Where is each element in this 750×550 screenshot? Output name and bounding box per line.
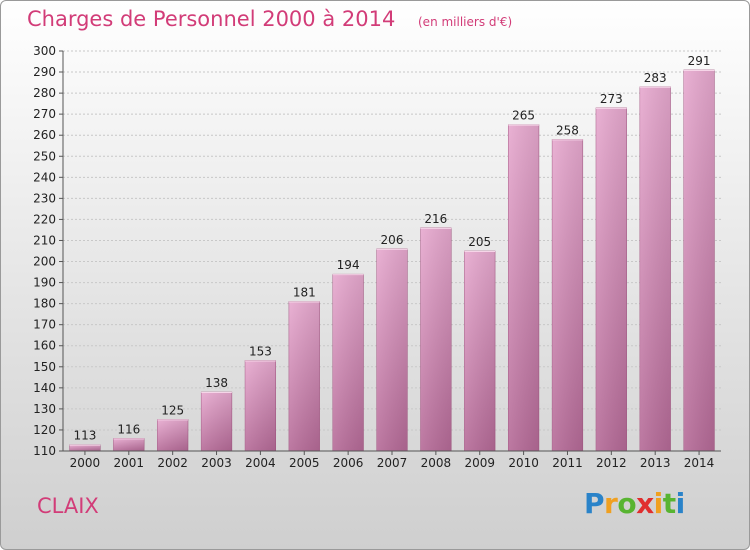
x-tick-label: 2005 — [289, 456, 320, 470]
value-label: 216 — [424, 212, 447, 226]
y-tick-label: 290 — [33, 65, 56, 79]
y-tick-label: 120 — [33, 423, 56, 437]
value-label: 153 — [249, 344, 272, 358]
y-tick-label: 180 — [33, 297, 56, 311]
x-tick-label: 2001 — [114, 456, 145, 470]
x-tick-label: 2014 — [684, 456, 715, 470]
value-label: 283 — [644, 71, 667, 85]
y-tick-label: 250 — [33, 149, 56, 163]
y-tick-label: 240 — [33, 170, 56, 184]
logo-letter: i — [653, 487, 664, 520]
chart-subtitle: (en milliers d'€) — [418, 15, 513, 29]
bar-shade — [113, 438, 145, 451]
value-label: 206 — [381, 233, 404, 247]
value-label: 291 — [688, 54, 711, 68]
axis-layer: 110 120 130 140 150 160 170 180 190 200 210 220 230 2… — [33, 44, 721, 470]
x-tick-label: 2011 — [552, 456, 583, 470]
city-name: CLAIX — [37, 494, 99, 518]
x-tick-label: 2004 — [245, 456, 276, 470]
logo-letter: i — [675, 487, 686, 520]
x-tick-label: 2006 — [333, 456, 364, 470]
x-tick-label: 2002 — [157, 456, 188, 470]
y-tick-label: 150 — [33, 360, 56, 374]
value-label: 194 — [337, 258, 360, 272]
chart-title: Charges de Personnel 2000 à 2014 — [27, 7, 396, 31]
value-label: 125 — [161, 403, 184, 417]
value-label: 113 — [73, 429, 96, 443]
value-label: 138 — [205, 376, 228, 390]
bar-shade — [288, 301, 320, 451]
x-tick-label: 2003 — [201, 456, 232, 470]
bar-shade — [201, 392, 232, 451]
y-tick-label: 220 — [33, 212, 56, 226]
bar-shade — [552, 139, 583, 451]
y-tick-label: 200 — [33, 255, 56, 269]
y-tick-label: 190 — [33, 276, 56, 290]
logo-letter: r — [604, 487, 618, 520]
value-label: 116 — [117, 422, 140, 436]
value-label: 273 — [600, 92, 623, 106]
bar-shade — [245, 360, 276, 451]
value-label: 181 — [293, 286, 316, 300]
y-tick-label: 230 — [33, 191, 56, 205]
bar-shade — [332, 274, 364, 451]
logo-letter: t — [662, 487, 676, 520]
y-tick-label: 210 — [33, 233, 56, 247]
x-tick-label: 2007 — [377, 456, 408, 470]
bar-shade — [508, 124, 539, 452]
proxiti-logo: Proxiti — [584, 487, 685, 520]
bar-shade — [464, 251, 496, 451]
bar-shade — [157, 419, 189, 451]
y-tick-label: 110 — [33, 444, 56, 458]
x-tick-label: 2000 — [70, 456, 101, 470]
logo-letter: o — [617, 487, 637, 520]
x-tick-label: 2009 — [464, 456, 495, 470]
value-label: 205 — [468, 235, 491, 249]
x-tick-label: 2010 — [508, 456, 539, 470]
chart-title-row: Charges de Personnel 2000 à 2014 (en mil… — [27, 7, 512, 31]
y-tick-label: 130 — [33, 402, 56, 416]
y-tick-label: 270 — [33, 107, 56, 121]
bar-shade — [683, 69, 715, 452]
y-tick-label: 140 — [33, 381, 56, 395]
x-tick-label: 2012 — [596, 456, 627, 470]
logo-letter: x — [636, 487, 654, 520]
bar-shade — [595, 107, 627, 451]
bar-shade — [420, 227, 452, 451]
bar-shade — [376, 248, 408, 451]
y-tick-label: 170 — [33, 318, 56, 332]
x-tick-label: 2013 — [640, 456, 671, 470]
bar-layer: 113 116 125 138 153 181 194 206 216 205 265 258 273 2… — [69, 54, 715, 452]
value-label: 258 — [556, 123, 579, 137]
y-tick-label: 280 — [33, 86, 56, 100]
bar-shade — [69, 444, 101, 451]
y-tick-label: 160 — [33, 339, 56, 353]
x-tick-label: 2008 — [421, 456, 452, 470]
y-tick-label: 260 — [33, 128, 56, 142]
y-tick-label: 300 — [33, 44, 56, 58]
logo-letter: P — [584, 487, 605, 520]
value-label: 265 — [512, 109, 535, 123]
bar-shade — [639, 86, 671, 451]
